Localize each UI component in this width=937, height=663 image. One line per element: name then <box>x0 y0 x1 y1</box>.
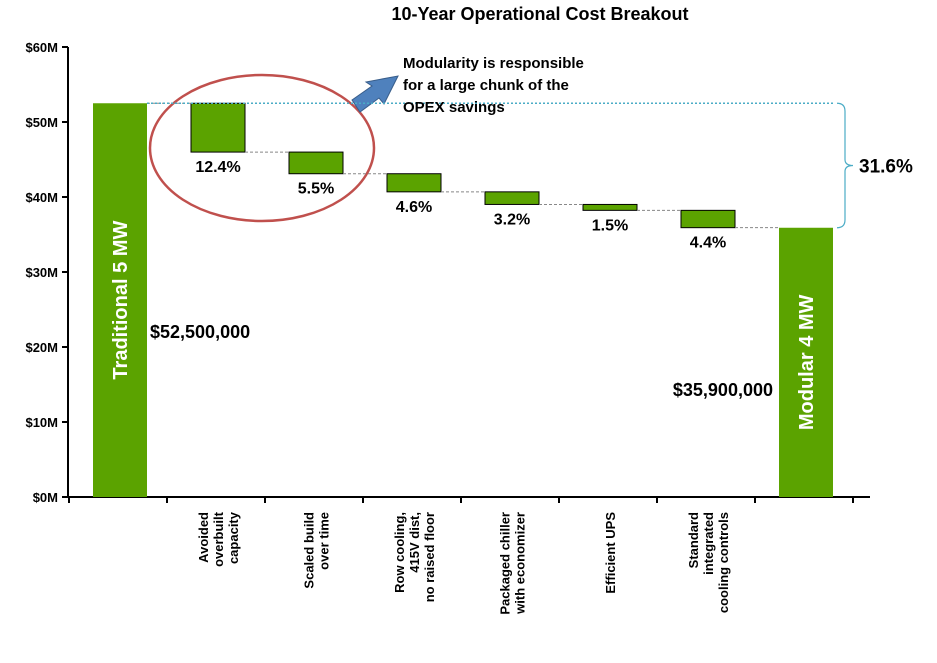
x-tick-label-group: Row cooling, 415V dist, no raised floor <box>392 512 437 602</box>
bar <box>779 227 833 497</box>
x-tick-label: cooling controls <box>716 512 731 613</box>
bar <box>582 203 638 211</box>
savings-brace <box>836 102 854 229</box>
y-tick-label: $10M <box>25 415 58 430</box>
bar <box>190 102 246 153</box>
x-tick-label-group: Packaged chiller with economizer <box>498 512 528 615</box>
x-tick-label: Efficient UPS <box>603 512 618 594</box>
share-label: 1.5% <box>592 217 628 234</box>
share-label: 4.6% <box>396 199 432 216</box>
callout-arrow <box>351 75 399 113</box>
x-tick-label: Standard <box>686 512 701 568</box>
x-tick-label: capacity <box>226 511 241 564</box>
x-tick-label: with economizer <box>513 512 528 615</box>
bar-label-group: Traditional 5 MW <box>110 221 132 380</box>
value-label: $35,900,000 <box>673 380 773 400</box>
x-tick-label: Scaled build <box>302 512 317 589</box>
x-tick-label: Row cooling, <box>392 512 407 593</box>
y-tick-label: $0M <box>33 490 58 505</box>
annotation: for a large chunk of the <box>403 77 569 94</box>
y-tick-label: $50M <box>25 115 58 130</box>
bar <box>93 103 147 497</box>
x-tick-label: no raised floor <box>422 512 437 602</box>
share-label: 3.2% <box>494 211 530 228</box>
bar <box>680 209 736 229</box>
x-tick-label-group: Scaled build over time <box>302 512 332 589</box>
value-label: $52,500,000 <box>150 322 250 342</box>
bar <box>288 151 344 175</box>
x-tick-label: over time <box>317 512 332 570</box>
x-tick-label-group: Standard integrated cooling controls <box>686 512 731 613</box>
y-tick-label: $30M <box>25 265 58 280</box>
y-tick-label: $40M <box>25 190 58 205</box>
annotation: Modularity is responsible <box>403 55 584 72</box>
x-tick-label: overbuilt <box>211 511 226 567</box>
x-tick-label: Packaged chiller <box>498 512 513 615</box>
bar <box>484 191 540 205</box>
x-tick-label-group: Efficient UPS <box>603 512 618 594</box>
share-label: 12.4% <box>195 159 240 176</box>
bar <box>386 173 442 193</box>
annotation: OPEX savings <box>403 99 505 116</box>
share-label: 5.5% <box>298 181 334 198</box>
bar-label-group: Modular 4 MW <box>796 294 818 430</box>
y-tick-label: $20M <box>25 340 58 355</box>
total-label: 31.6% <box>859 157 913 178</box>
chart-title: 10-Year Operational Cost Breakout <box>391 4 688 24</box>
y-tick-label: $60M <box>25 40 58 55</box>
x-tick-label: integrated <box>701 512 716 575</box>
share-label: 4.4% <box>690 235 726 252</box>
x-tick-label: Avoided <box>196 512 211 563</box>
bar-inner-label: Traditional 5 MW <box>110 221 132 380</box>
highlight-ellipse <box>148 73 376 223</box>
bar-inner-label: Modular 4 MW <box>796 294 818 430</box>
x-tick-label: 415V dist, <box>407 512 422 573</box>
x-tick-label-group: Avoided overbuilt capacity <box>196 511 241 567</box>
